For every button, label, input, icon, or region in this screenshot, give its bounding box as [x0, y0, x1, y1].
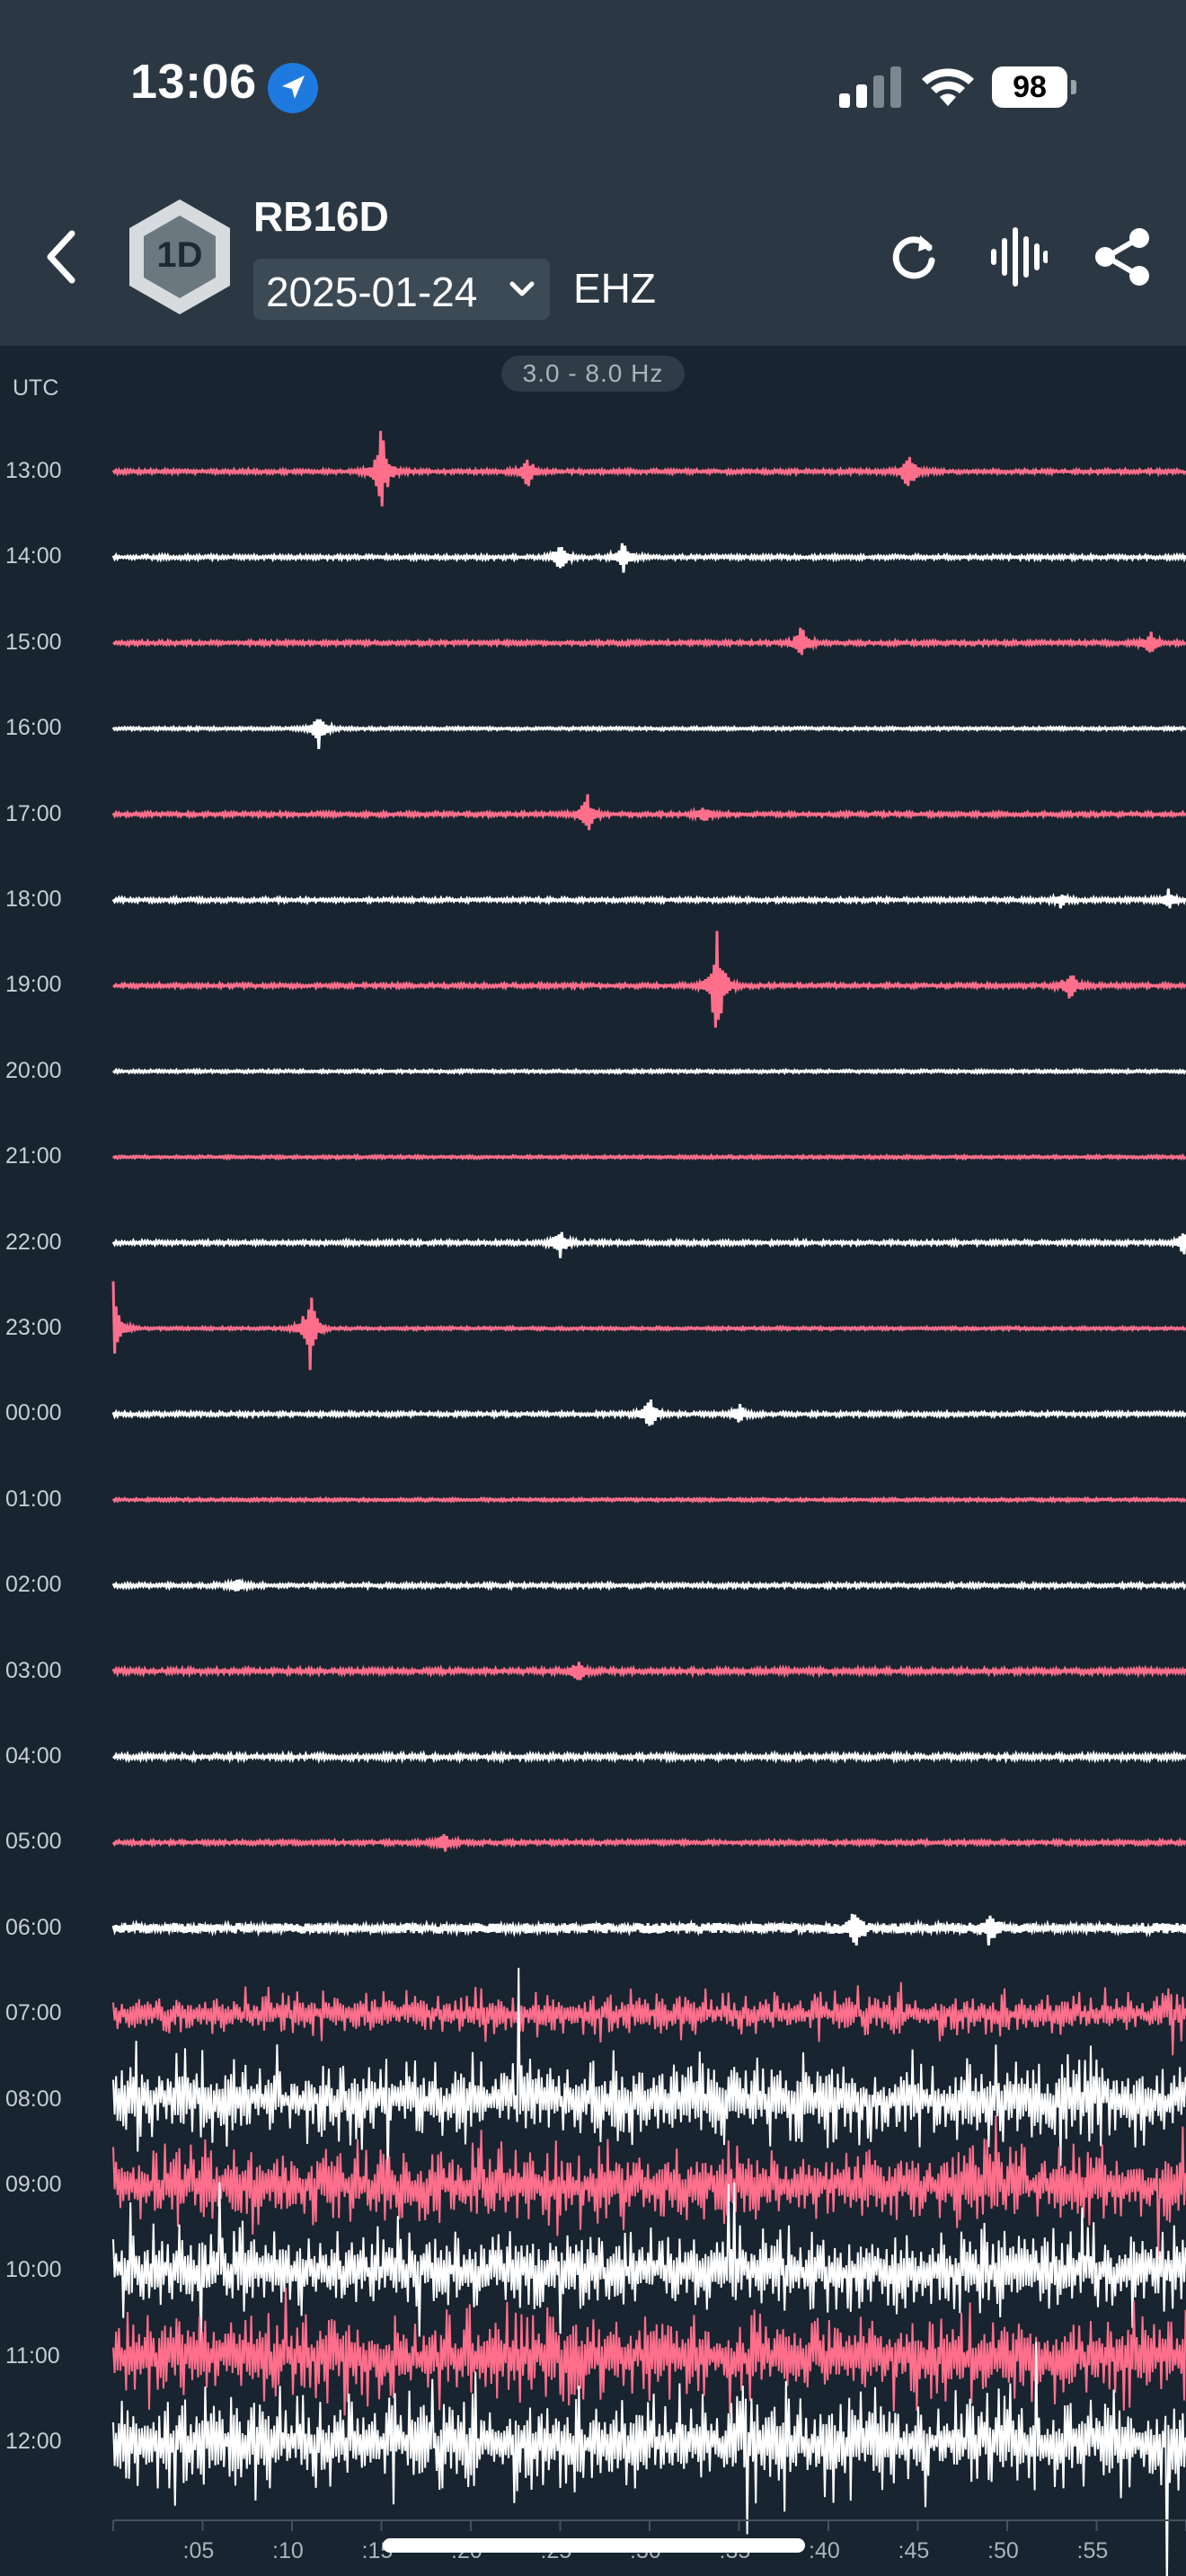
row-time-label: 11:00	[5, 2342, 60, 2369]
channel-name[interactable]: EHZ	[573, 265, 656, 312]
row-time-label: 03:00	[5, 1657, 62, 1683]
status-time: 13:06	[130, 55, 257, 109]
chevron-down-icon	[509, 281, 535, 296]
seismic-trace	[111, 1749, 1186, 1764]
row-time-label: 02:00	[5, 1572, 62, 1598]
seismic-trace	[112, 2342, 1186, 2576]
battery-nub	[1071, 80, 1076, 94]
seismic-trace	[111, 719, 1186, 749]
date-value: 2025-01-24	[266, 269, 478, 315]
row-time-label: 23:00	[5, 1315, 62, 1340]
row-time-label: 18:00	[5, 887, 62, 912]
row-time-label: 13:00	[5, 458, 62, 483]
filter-band[interactable]: 3.0 - 8.0 Hz	[501, 356, 685, 392]
x-tick-label: :40	[809, 2538, 840, 2563]
seismic-trace	[112, 1981, 1186, 2056]
seismic-trace	[112, 2182, 1186, 2368]
seismic-trace	[112, 2287, 1186, 2416]
row-time-label: 08:00	[5, 2086, 62, 2112]
row-time-label: 17:00	[5, 800, 62, 826]
seismic-trace	[111, 1662, 1186, 1681]
seismic-trace	[112, 2115, 1186, 2260]
row-time-label: 09:00	[5, 2172, 62, 2197]
x-tick-label: :10	[272, 2538, 304, 2563]
seismic-trace	[112, 1967, 1186, 2185]
seismic-trace	[111, 430, 1186, 507]
refresh-icon[interactable]	[884, 228, 943, 287]
seismic-trace	[112, 627, 1186, 656]
row-time-label: 22:00	[5, 1229, 62, 1255]
x-tick-label: :50	[987, 2538, 1019, 2563]
row-time-label: 04:00	[5, 1743, 62, 1769]
seismic-trace	[112, 1067, 1186, 1076]
row-time-label: 07:00	[5, 2000, 62, 2026]
seismic-trace	[111, 1833, 1186, 1852]
row-time-label: 16:00	[5, 715, 62, 741]
share-icon[interactable]	[1091, 226, 1154, 287]
row-time-label: 14:00	[5, 543, 62, 569]
seismic-trace	[111, 543, 1186, 573]
row-time-label: 10:00	[5, 2257, 62, 2283]
back-button[interactable]	[36, 226, 90, 287]
hexagon-icon	[129, 199, 230, 314]
date-select[interactable]: 2025-01-24	[253, 259, 550, 320]
waveform-icon[interactable]	[988, 226, 1048, 287]
battery-level: 98	[992, 66, 1067, 108]
seismic-trace	[111, 1913, 1186, 1946]
seismic-trace	[111, 794, 1186, 831]
seismic-trace	[111, 1231, 1186, 1258]
cellular-signal-icon	[839, 66, 901, 108]
seismic-trace	[111, 1399, 1186, 1426]
x-tick-label: :55	[1076, 2538, 1109, 2563]
timezone-label: UTC	[13, 375, 59, 401]
seismic-trace	[111, 1495, 1186, 1504]
seismic-trace	[111, 888, 1186, 909]
row-time-label: 06:00	[5, 1914, 62, 1940]
seismic-trace	[111, 1577, 1186, 1592]
battery-indicator: 98	[992, 66, 1078, 108]
x-tick-label: :05	[182, 2538, 215, 2563]
seismic-trace	[112, 931, 1186, 1028]
badge-label: 1D	[156, 235, 203, 275]
wifi-icon	[922, 68, 974, 106]
station-name: RB16D	[253, 193, 389, 240]
row-time-label: 19:00	[5, 972, 62, 998]
home-indicator[interactable]	[383, 2538, 805, 2553]
row-time-label: 20:00	[5, 1057, 62, 1083]
row-time-label: 01:00	[5, 1486, 62, 1512]
row-time-label: 21:00	[5, 1143, 62, 1169]
row-time-label: 00:00	[5, 1400, 62, 1426]
row-time-label: 12:00	[5, 2429, 62, 2455]
app-header: 13:06 98 1D RB16D 2025-01-24 EHZ	[0, 0, 1186, 346]
seismic-trace	[111, 1152, 1186, 1161]
period-badge[interactable]: 1D	[124, 196, 235, 318]
row-time-label: 05:00	[5, 1829, 62, 1855]
seismic-trace	[111, 1281, 1186, 1371]
row-time-label: 15:00	[5, 629, 62, 655]
x-tick-label: :45	[898, 2538, 930, 2563]
location-arrow-icon	[268, 63, 318, 113]
